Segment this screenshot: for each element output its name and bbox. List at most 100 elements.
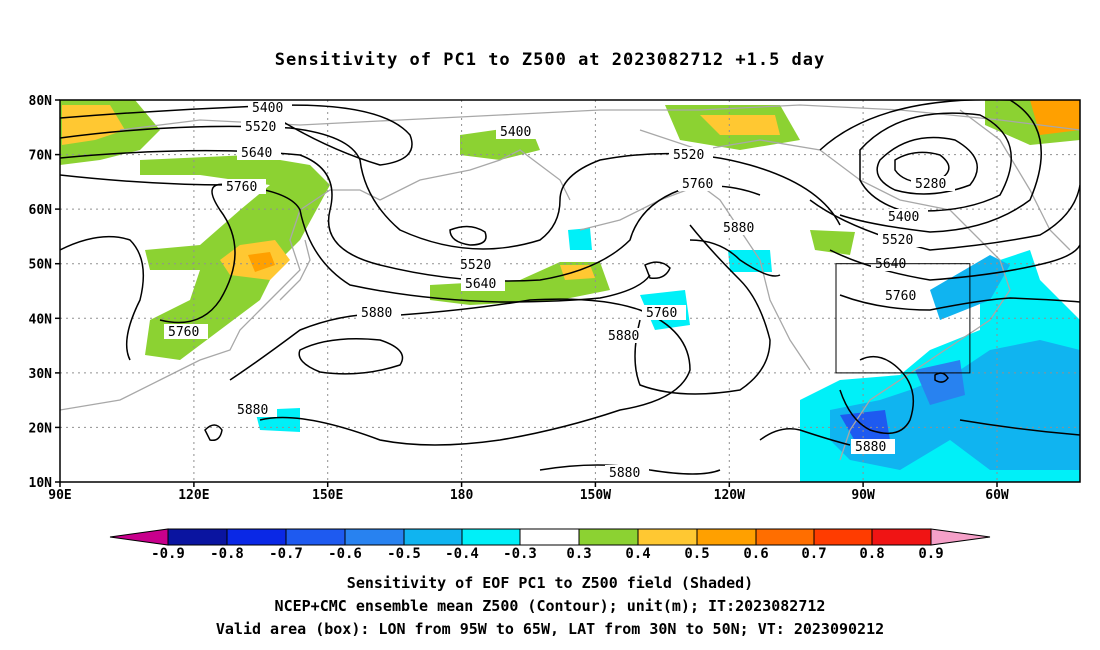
lon-label: 180 <box>450 488 474 503</box>
coastline-greenland <box>959 109 1071 251</box>
shade-positive-alaska-core <box>700 115 780 135</box>
contour-label-text: 5400 <box>500 125 531 140</box>
plot-frame <box>59 99 1081 483</box>
colorbar-segment <box>755 528 815 546</box>
coastline-siberia <box>379 149 571 201</box>
contour-label-text: 5880 <box>608 329 639 344</box>
contour-5880-east <box>689 239 781 277</box>
shade-negative-atlantic-mid <box>830 340 1080 470</box>
contour-label-text: 5640 <box>875 257 906 272</box>
lat-label: 70N <box>29 149 53 164</box>
shade-positive-japan-max <box>248 252 275 272</box>
lon-label: 120W <box>714 488 745 503</box>
contour-label-text: 5880 <box>723 221 754 236</box>
colorbar-label: -0.5 <box>387 546 421 562</box>
colorbar-label: 0.6 <box>743 546 768 562</box>
contour-5760-asia <box>159 183 236 324</box>
colorbar-segment <box>167 528 228 546</box>
contour-label: 5280 <box>911 176 955 192</box>
shade-positive-pacific-core <box>560 265 595 280</box>
contour-5880-atlantic <box>839 294 1080 311</box>
contour-5880-high <box>298 338 404 375</box>
contour-label-text: 5880 <box>855 440 886 455</box>
shade-positive-greenland-core <box>1030 100 1080 135</box>
latitude-labels: 80N 70N 60N 50N 40N 30N 20N 10N <box>29 94 53 491</box>
lon-label: 60W <box>985 488 1009 503</box>
graticule <box>60 100 1080 482</box>
contour-label-text: 5400 <box>888 210 919 225</box>
contour-pacific-low <box>449 225 487 246</box>
contour-label: 5760 <box>164 324 208 340</box>
contour-label: 5880 <box>851 439 895 455</box>
contour-5280-mid <box>876 136 978 195</box>
lon-label: 120E <box>178 488 209 503</box>
contour-label-text: 5400 <box>252 101 283 116</box>
contour-label-text: 5640 <box>465 277 496 292</box>
contour-label-text: 5520 <box>673 148 704 163</box>
colorbar-segment <box>813 528 873 546</box>
contour-label: 5760 <box>881 288 925 304</box>
colorbar-label: -0.6 <box>328 546 362 562</box>
contour-label: 5760 <box>642 305 686 321</box>
lat-label: 40N <box>29 312 53 327</box>
contour-label-text: 5280 <box>915 177 946 192</box>
contour-label-text: 5520 <box>460 258 491 273</box>
contour-label: 5880 <box>357 305 401 321</box>
shade-positive-canada <box>810 230 855 255</box>
lat-label: 10N <box>29 476 53 491</box>
contour-label: 5640 <box>461 276 505 292</box>
contour-5760-east <box>634 224 771 395</box>
contour-label: 5880 <box>719 220 763 236</box>
lat-label: 80N <box>29 94 53 109</box>
contour-atlantic-south <box>959 419 1080 436</box>
contour-label: 5760 <box>678 176 722 192</box>
shade-negative-gulf-alaska <box>568 228 592 250</box>
contour-label: 5400 <box>496 124 540 140</box>
contour-5760-atlantic <box>829 244 1080 281</box>
contour-5400-east <box>859 112 1012 212</box>
colorbar-label: -0.7 <box>269 546 303 562</box>
contour-label: 5880 <box>233 402 277 418</box>
lat-label: 20N <box>29 421 53 436</box>
lat-label: 30N <box>29 367 53 382</box>
contour-label-text: 5760 <box>646 306 677 321</box>
coastline-japan <box>279 239 311 301</box>
contour-label-text: 5880 <box>237 403 268 418</box>
colorbar-segment <box>578 528 639 546</box>
colorbar-label: 0.4 <box>625 546 650 562</box>
contour-5880-south <box>539 464 721 475</box>
contour-label: 5880 <box>605 465 649 481</box>
contour-5280-low <box>894 151 950 184</box>
colorbar-segment <box>226 528 287 546</box>
contour-5760-west <box>60 174 651 303</box>
lat-label: 50N <box>29 258 53 273</box>
colorbar-segment <box>871 528 932 546</box>
colorbar-label: -0.3 <box>503 546 537 562</box>
lon-label: 90W <box>851 488 875 503</box>
contour-labels: 5400 5520 5640 5760 5400 5520 5760 5880 … <box>164 100 955 481</box>
colorbar-label: 0.8 <box>859 546 884 562</box>
contour-5640-east <box>809 184 1080 251</box>
caption-shading: Sensitivity of EOF PC1 to Z500 field (Sh… <box>346 574 754 592</box>
lon-label: 150E <box>312 488 343 503</box>
lon-label: 150W <box>580 488 611 503</box>
contour-label: 5760 <box>222 179 266 195</box>
colorbar-right-arrow <box>930 528 991 546</box>
axis-ticks <box>55 99 998 487</box>
contour-5520-east <box>819 100 1042 233</box>
coastline-alaska <box>579 184 811 371</box>
valid-area-box <box>835 263 971 374</box>
lon-label: 90E <box>48 488 71 503</box>
contour-label: 5520 <box>456 257 500 273</box>
contour-label-text: 5760 <box>682 177 713 192</box>
coastline-north-america <box>639 129 1011 461</box>
contour-label: 5520 <box>241 119 285 135</box>
contour-dateline-low <box>644 261 671 280</box>
contour-label-text: 5760 <box>168 325 199 340</box>
contour-label-text: 5880 <box>609 466 640 481</box>
colorbar-segment <box>519 528 580 546</box>
contour-label: 5400 <box>884 209 928 225</box>
colorbar-label: 0.9 <box>918 546 943 562</box>
colorbar-segment <box>403 528 463 546</box>
